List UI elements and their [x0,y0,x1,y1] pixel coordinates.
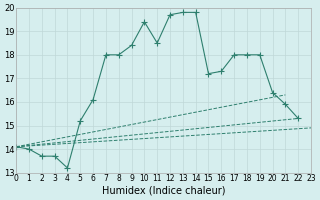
X-axis label: Humidex (Indice chaleur): Humidex (Indice chaleur) [102,186,225,196]
